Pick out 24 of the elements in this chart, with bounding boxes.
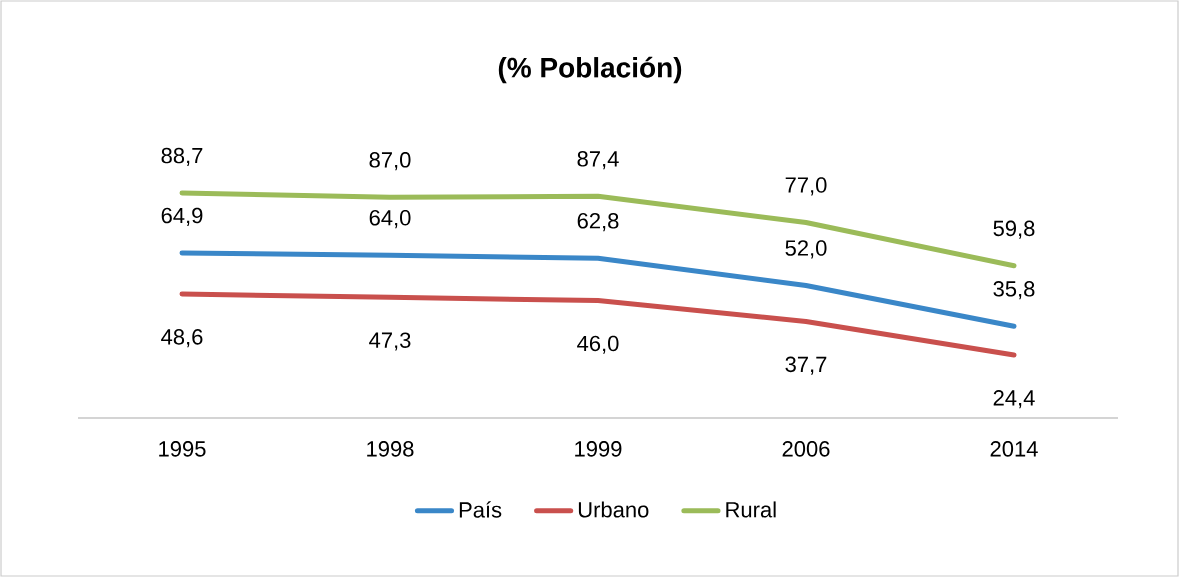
x-tick-label: 2014 <box>990 441 1038 457</box>
data-label: 47,3 <box>369 332 411 351</box>
data-label: 87,0 <box>369 152 411 171</box>
data-label: 37,7 <box>785 356 827 375</box>
data-label: 62,8 <box>577 213 619 232</box>
data-label: 24,4 <box>993 390 1035 409</box>
data-label: 64,9 <box>161 207 203 226</box>
x-tick-label: 1999 <box>575 441 622 457</box>
x-tick-label: 1995 <box>159 441 206 457</box>
data-label: 35,8 <box>993 281 1035 300</box>
data-label: 48,6 <box>161 329 203 348</box>
legend-label: País <box>459 501 502 518</box>
data-label: 88,7 <box>161 147 203 166</box>
legend-label: Rural <box>726 501 776 518</box>
data-label: 59,8 <box>993 220 1035 239</box>
x-tick-label: 1998 <box>367 441 414 457</box>
legend-label: Urbano <box>578 501 649 518</box>
x-tick-label: 2006 <box>782 441 830 457</box>
data-label: 46,0 <box>577 335 619 354</box>
data-label: 87,4 <box>577 151 619 170</box>
chart-title: (% Población) <box>498 56 682 84</box>
data-label: 52,0 <box>785 240 827 259</box>
data-label: 64,0 <box>369 210 411 229</box>
data-label: 77,0 <box>785 177 827 196</box>
